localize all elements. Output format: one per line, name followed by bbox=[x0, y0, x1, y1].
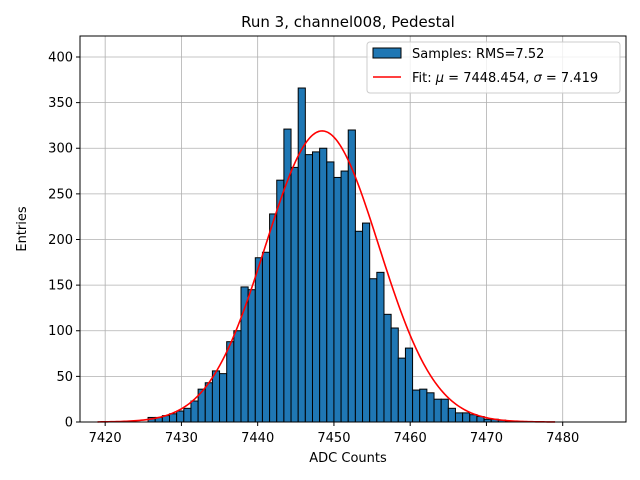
legend-fit-label: Fit: μ = 7448.454, σ = 7.419 bbox=[412, 71, 598, 86]
histogram-bar bbox=[297, 87, 306, 423]
histogram-bars bbox=[147, 87, 514, 423]
histogram-bar bbox=[326, 161, 335, 423]
legend-fit-sigma-value: = 7.419 bbox=[542, 71, 598, 86]
y-tick-label: 400 bbox=[48, 50, 73, 65]
chart-title: Run 3, channel008, Pedestal bbox=[241, 13, 455, 31]
histogram-bar bbox=[383, 313, 392, 423]
legend-fit-mu: μ bbox=[435, 71, 444, 86]
x-tick-label: 7450 bbox=[317, 431, 350, 446]
y-axis-ticks: 0 50 100 150 200 250 300 350 400 bbox=[48, 50, 80, 431]
histogram-bar bbox=[319, 147, 328, 423]
legend-box bbox=[366, 41, 621, 94]
histogram-bar bbox=[426, 392, 435, 423]
x-tick-label: 7470 bbox=[470, 431, 503, 446]
histogram-bar bbox=[304, 154, 313, 423]
histogram-bar bbox=[183, 407, 192, 423]
histogram-bar bbox=[362, 222, 371, 423]
histogram-bar bbox=[176, 410, 185, 423]
histogram-bar bbox=[454, 412, 464, 423]
y-tick-label: 300 bbox=[48, 142, 73, 157]
x-tick-label: 7440 bbox=[241, 431, 274, 446]
x-tick-label: 7460 bbox=[394, 431, 427, 446]
x-axis-label: ADC Counts bbox=[309, 451, 387, 466]
histogram-bar bbox=[276, 179, 285, 423]
fit-curve-layer bbox=[97, 130, 556, 423]
histogram-bar bbox=[340, 170, 349, 423]
histogram-bar bbox=[219, 373, 228, 423]
histogram-bar bbox=[169, 413, 178, 423]
histogram-bar bbox=[311, 151, 321, 423]
x-tick-label: 7420 bbox=[89, 431, 122, 446]
histogram-bar bbox=[226, 341, 235, 423]
histogram-bar bbox=[190, 400, 199, 423]
y-tick-label: 0 bbox=[65, 416, 73, 431]
histogram-bar bbox=[404, 347, 414, 423]
y-tick-label: 200 bbox=[48, 233, 73, 248]
legend-fit-prefix: Fit: bbox=[412, 71, 436, 86]
x-tick-label: 7430 bbox=[165, 431, 198, 446]
histogram-bar bbox=[469, 414, 478, 423]
histogram-bar bbox=[233, 330, 242, 423]
histogram-bar bbox=[254, 257, 263, 423]
y-tick-label: 350 bbox=[48, 96, 73, 111]
legend: Samples: RMS=7.52 Fit: μ = 7448.454, σ =… bbox=[366, 41, 621, 94]
histogram-bar bbox=[269, 213, 278, 423]
x-tick-label: 7480 bbox=[546, 431, 579, 446]
histogram-bar bbox=[369, 278, 378, 423]
histogram-bar bbox=[376, 271, 385, 423]
histogram-bar bbox=[440, 398, 449, 423]
fit-curve bbox=[97, 130, 556, 423]
legend-samples-swatch bbox=[372, 47, 402, 59]
histogram-bar bbox=[412, 389, 421, 423]
histogram-bar bbox=[261, 251, 271, 423]
histogram-bar bbox=[447, 407, 456, 423]
x-axis-ticks: 7420 7430 7440 7450 7460 7470 7480 bbox=[89, 422, 579, 446]
histogram-bar bbox=[290, 166, 299, 423]
histogram-bar bbox=[333, 176, 342, 423]
y-tick-label: 250 bbox=[48, 187, 73, 202]
y-tick-label: 150 bbox=[48, 279, 73, 294]
histogram-bar bbox=[390, 327, 399, 423]
histogram-bar bbox=[462, 412, 471, 423]
histogram-bar bbox=[397, 357, 406, 423]
histogram-bar bbox=[211, 370, 221, 423]
histogram-bar bbox=[419, 388, 428, 423]
y-tick-label: 50 bbox=[56, 370, 73, 385]
y-axis-label: Entries bbox=[15, 206, 30, 252]
histogram-bar bbox=[247, 289, 256, 423]
plot-frame bbox=[79, 35, 627, 423]
legend-samples-label: Samples: RMS=7.52 bbox=[412, 47, 544, 62]
y-tick-label: 100 bbox=[48, 324, 73, 339]
legend-fit-sigma: σ bbox=[534, 71, 543, 86]
histogram-bar bbox=[204, 382, 213, 423]
legend-fit-mu-value: = 7448.454, bbox=[444, 71, 533, 86]
histogram-bar bbox=[433, 398, 442, 423]
histogram-bar bbox=[354, 230, 364, 423]
